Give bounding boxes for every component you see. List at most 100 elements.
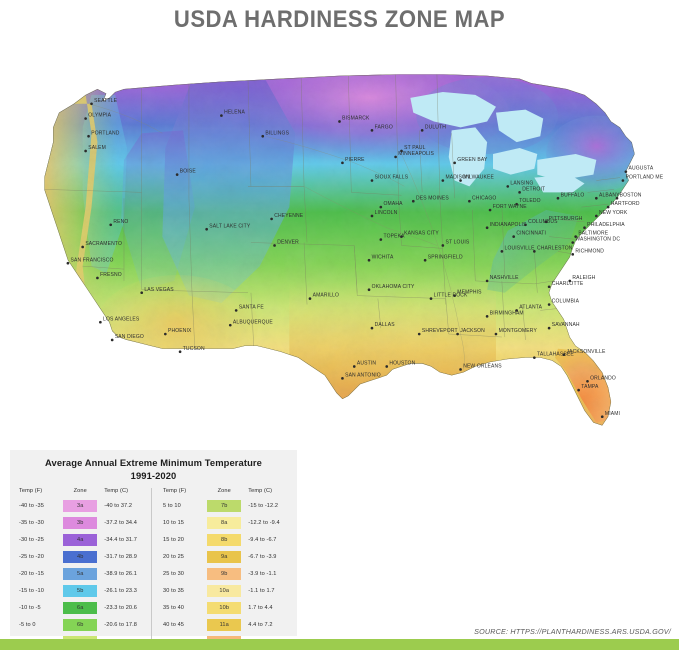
city-marker: BOSTON [615, 192, 642, 200]
zone-table-left: Temp (F) Zone Temp (C) -40 to -35 3a -40 t… [18, 488, 145, 650]
zone-temp-f: -20 to -15 [19, 570, 44, 577]
city-label: CINCINNATI [516, 231, 546, 237]
zone-temp-c: -6.7 to -3.9 [248, 553, 277, 560]
city-marker: LAS VEGAS [140, 287, 174, 295]
zone-swatch-cell: 8a [205, 514, 243, 531]
city-label: PHILADELPHIA [587, 222, 625, 228]
city-marker: ST PAUL [400, 145, 425, 153]
city-dot [547, 326, 551, 330]
city-dot [96, 276, 99, 280]
city-label: SPRINGFIELD [428, 254, 463, 260]
city-dot [547, 303, 551, 306]
zone-temp-c: -37.2 to 34.4 [104, 519, 137, 526]
city-label: SEATTLE [94, 98, 117, 104]
city-dot [571, 253, 575, 256]
zone-swatch-3b: 3b [63, 516, 98, 529]
city-label: AUSTIN [357, 361, 376, 367]
city-label: TAMPA [581, 384, 599, 390]
zone-swatch-11a: 11a [207, 618, 242, 631]
city-marker: AUSTIN [352, 361, 376, 368]
city-label: BUFFALO [561, 192, 585, 198]
zone-row: 5 to 10 7b -15 to -12.2 [162, 497, 289, 514]
city-label: LAS VEGAS [144, 287, 174, 293]
city-label: OLYMPIA [88, 113, 111, 119]
city-label: NASHVILLE [490, 275, 519, 281]
city-marker: SALEM [84, 145, 106, 153]
city-marker: OLYMPIA [84, 113, 112, 120]
city-label: AUGUSTA [629, 166, 654, 172]
zone-swatch-cell: 4a [61, 531, 99, 548]
city-label: TOPEKA [383, 234, 405, 240]
city-label: BOSTON [620, 192, 642, 198]
city-label: DETROIT [522, 186, 545, 192]
zone-temp-c: 1.7 to 4.4 [248, 604, 273, 611]
zone-row: 10 to 15 8a -12.2 to -9.4 [162, 514, 289, 531]
city-label: DENVER [277, 240, 299, 246]
city-label: LITTLE ROCK [434, 293, 468, 299]
city-dot [163, 332, 167, 336]
city-marker: SANTA FE [234, 305, 264, 312]
city-label: HELENA [224, 110, 245, 116]
col-header-zone: Zone [73, 488, 87, 494]
city-marker: JACKSONVILLE [562, 349, 606, 357]
city-dot [308, 297, 312, 300]
city-marker: ORLANDO [586, 375, 616, 383]
city-marker: SAVANNAH [547, 322, 580, 330]
table-header-row: Temp (F) Zone Temp (C) [18, 488, 145, 497]
city-marker: INDIANAPOLIS [485, 222, 527, 230]
city-label: SALT LAKE CITY [209, 223, 251, 229]
zone-temp-c: -31.7 to 28.9 [104, 553, 137, 560]
zone-temp-f: 20 to 25 [163, 553, 185, 560]
city-marker: MILWAUKEE [459, 175, 494, 182]
great-lakes [410, 91, 597, 193]
city-label: TALLAHASSEE [537, 352, 574, 358]
city-label: MONTGOMERY [499, 328, 538, 334]
city-label: SAN FRANCISCO [71, 257, 114, 263]
zone-temp-f: -25 to -20 [19, 553, 44, 560]
city-dot [420, 129, 424, 132]
city-dot [518, 191, 521, 194]
city-dot [468, 199, 471, 203]
city-marker: SPRINGFIELD [423, 254, 463, 262]
city-label: CHARLESTON [537, 245, 573, 251]
city-dot [574, 235, 578, 238]
city-dot [109, 223, 113, 227]
map-svg: SEATTLE OLYMPIA PORTLAND SALEM BOISE HELENA BI… [44, 74, 664, 426]
city-marker: DES MOINES [411, 195, 449, 203]
city-dot [385, 365, 389, 368]
hardiness-zone-map[interactable]: SEATTLE OLYMPIA PORTLAND SALEM BOISE HELENA BI… [0, 44, 679, 444]
zone-swatch-cell: 3a [61, 497, 99, 514]
city-dot [586, 379, 589, 383]
city-dot [81, 245, 84, 249]
city-label: ST LOUIS [445, 240, 469, 246]
city-marker: ALBANY [595, 192, 620, 200]
city-dot [338, 120, 341, 123]
col-header-temp-c: Temp (C) [104, 488, 129, 494]
city-dot [87, 134, 90, 138]
city-label: MIAMI [605, 411, 620, 417]
city-dot [453, 294, 456, 297]
city-marker: PORTLAND [87, 130, 120, 138]
city-dot [568, 279, 572, 283]
city-dot [600, 415, 604, 419]
city-marker: DETROIT [518, 186, 545, 194]
city-marker: HARTFORD [606, 201, 640, 209]
zone-temp-f: 25 to 30 [163, 570, 185, 577]
zone-temp-f: -35 to -30 [19, 519, 44, 526]
page-title: USDA HARDINESS ZONE MAP [173, 6, 506, 33]
city-marker: NEW YORK [595, 210, 628, 218]
city-marker: RALEIGH [568, 275, 596, 283]
zone-swatch-10b: 10b [207, 601, 242, 614]
city-marker: SHREVEPORT [417, 328, 458, 336]
city-dot [367, 258, 371, 262]
zone-temp-f: -5 to 0 [19, 621, 36, 628]
city-marker: CINCINNATI [512, 231, 546, 238]
rivers [88, 103, 465, 370]
zone-swatch-8a: 8a [207, 516, 242, 529]
city-marker: COLUMBIA [547, 299, 579, 306]
city-marker: SIOUX FALLS [370, 175, 409, 182]
city-label: ORLANDO [590, 375, 616, 381]
city-marker: KANSAS CITY [400, 231, 439, 238]
city-label: LOS ANGELES [103, 316, 140, 322]
city-dot [562, 353, 566, 357]
